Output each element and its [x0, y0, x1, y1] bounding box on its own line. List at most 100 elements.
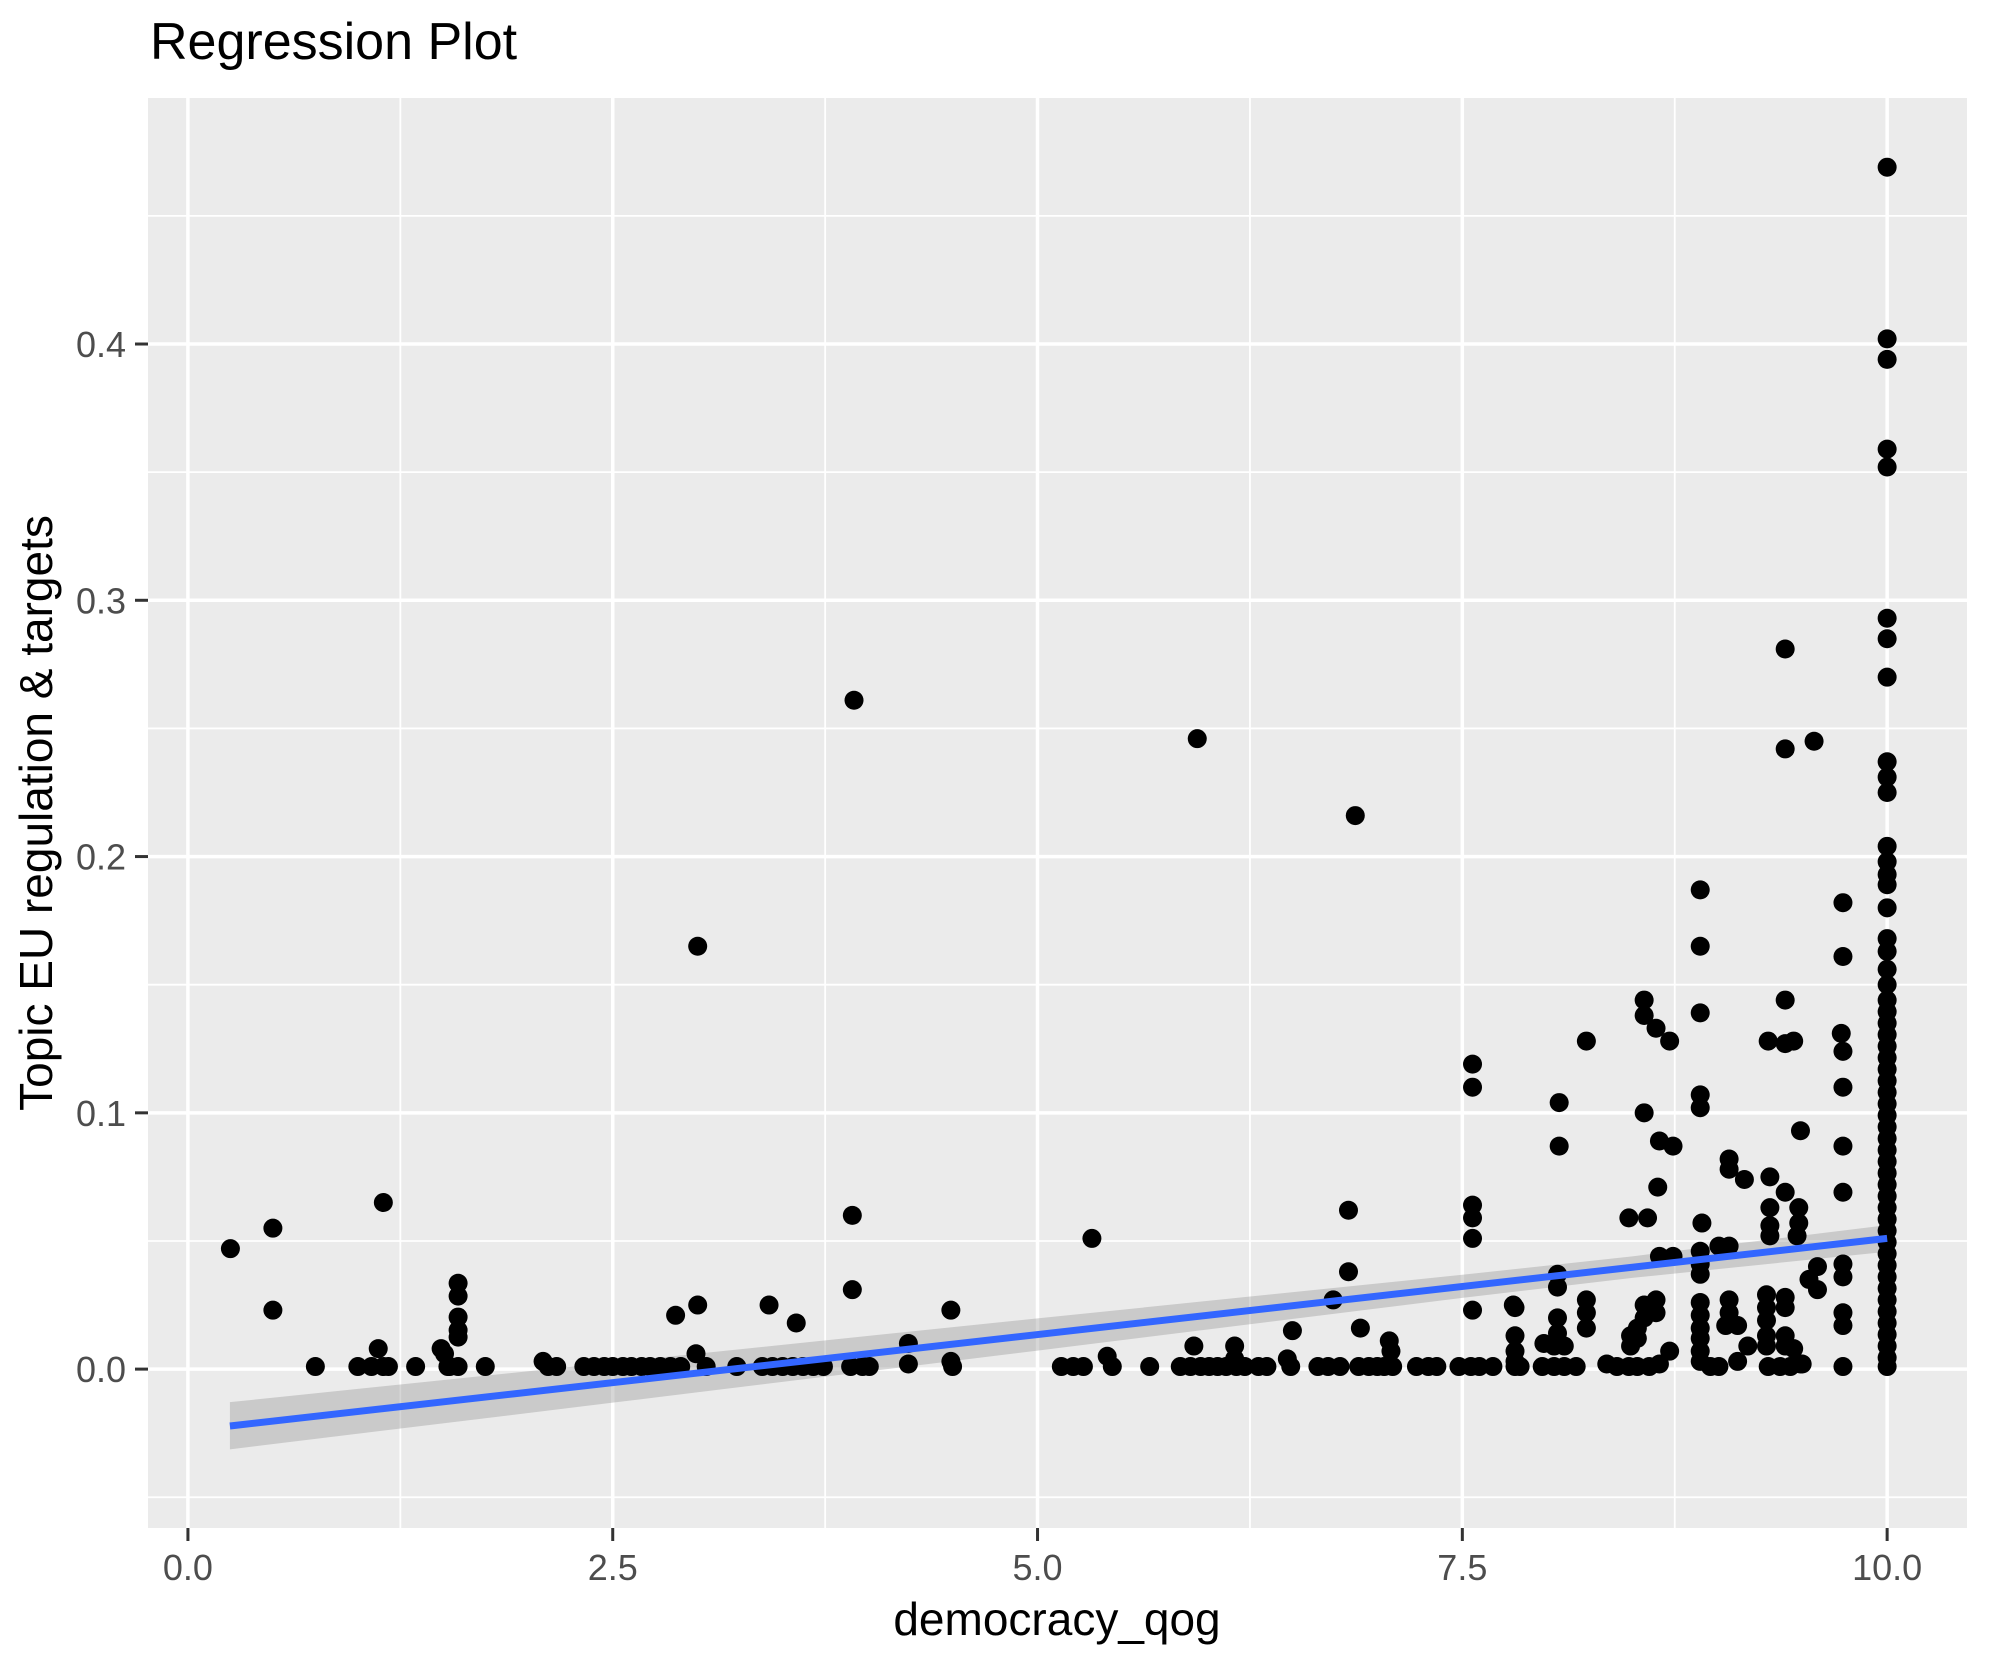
data-point	[1877, 157, 1897, 177]
data-point	[759, 1295, 779, 1315]
data-point	[1282, 1321, 1302, 1341]
data-point	[1790, 1354, 1810, 1374]
data-point	[1833, 947, 1853, 967]
data-point	[1463, 1300, 1483, 1320]
data-point	[1549, 1093, 1569, 1113]
data-point	[688, 1295, 708, 1315]
plot-title: Regression Plot	[150, 13, 518, 71]
data-point	[1877, 782, 1897, 802]
data-point	[1734, 1169, 1754, 1189]
data-point	[1649, 1354, 1669, 1374]
data-point	[1381, 1341, 1401, 1361]
data-point	[1690, 1003, 1710, 1023]
data-point	[1576, 1303, 1596, 1323]
data-point	[263, 1300, 283, 1320]
data-point	[842, 1280, 862, 1300]
data-point	[1877, 608, 1897, 628]
data-point	[1790, 1121, 1810, 1141]
data-point	[1728, 1316, 1748, 1336]
data-point	[686, 1344, 706, 1364]
data-point	[1784, 1339, 1804, 1359]
data-point	[1660, 1031, 1680, 1051]
data-point	[1463, 1228, 1483, 1248]
data-point	[263, 1218, 283, 1238]
data-point	[406, 1357, 426, 1377]
data-point	[1505, 1357, 1525, 1377]
y-tick-label: 0.3	[76, 580, 126, 621]
data-point	[448, 1307, 468, 1327]
x-tick-label: 7.5	[1437, 1547, 1487, 1588]
data-point	[348, 1357, 368, 1377]
data-point	[373, 1193, 393, 1213]
data-point	[1187, 729, 1207, 749]
data-point	[1427, 1357, 1447, 1377]
data-point	[1690, 880, 1710, 900]
data-point	[1338, 1200, 1358, 1220]
data-point	[1547, 1277, 1567, 1297]
data-point	[1709, 1357, 1729, 1377]
data-point	[1646, 1018, 1666, 1038]
data-point	[1833, 1267, 1853, 1287]
data-point	[220, 1239, 240, 1259]
data-point	[1621, 1336, 1641, 1356]
data-point	[1877, 767, 1897, 787]
data-point	[1756, 1310, 1776, 1330]
data-point	[1576, 1318, 1596, 1338]
data-point	[1483, 1357, 1503, 1377]
data-point	[305, 1357, 325, 1377]
data-point	[1877, 898, 1897, 918]
y-axis-title: Topic EU regulation & targets	[10, 515, 62, 1111]
data-point	[1877, 836, 1897, 856]
data-point	[1877, 667, 1897, 687]
data-point	[1663, 1136, 1683, 1156]
data-point	[1619, 1208, 1639, 1228]
data-point	[368, 1339, 388, 1359]
data-point	[943, 1357, 963, 1377]
data-point	[1638, 1208, 1658, 1228]
x-tick-label: 0.0	[163, 1547, 213, 1588]
data-point	[1547, 1308, 1567, 1328]
y-tick-label: 0.0	[76, 1349, 126, 1390]
y-tick-label: 0.4	[76, 324, 126, 365]
x-tick-label: 10.0	[1852, 1547, 1922, 1588]
data-point	[1877, 629, 1897, 649]
data-point	[1235, 1357, 1255, 1377]
regression-line	[229, 1234, 1888, 1430]
data-point	[1738, 1336, 1758, 1356]
data-point	[1554, 1336, 1574, 1356]
data-point	[1877, 959, 1897, 979]
data-point	[1383, 1357, 1403, 1377]
data-point	[1758, 1031, 1778, 1051]
data-point	[1775, 1182, 1795, 1202]
data-point	[1184, 1336, 1204, 1356]
data-point	[1833, 1182, 1853, 1202]
data-point	[1804, 731, 1824, 751]
data-point	[1833, 1316, 1853, 1336]
data-point	[1756, 1336, 1776, 1356]
data-point	[1877, 1357, 1897, 1377]
data-point	[1505, 1298, 1525, 1318]
data-point	[1728, 1351, 1748, 1371]
data-point	[1692, 1213, 1712, 1233]
data-point	[1760, 1226, 1780, 1246]
data-point	[1719, 1159, 1739, 1179]
data-point	[1566, 1357, 1586, 1377]
data-point	[448, 1357, 468, 1377]
data-point	[1877, 329, 1897, 349]
data-point	[1789, 1198, 1809, 1218]
x-axis-title: democracy_qog	[893, 1593, 1221, 1645]
data-point	[1833, 893, 1853, 913]
data-point	[1469, 1357, 1489, 1377]
x-tick-label: 5.0	[1013, 1547, 1063, 1588]
data-point	[1281, 1357, 1301, 1377]
data-point	[1784, 1031, 1804, 1051]
data-point	[475, 1357, 495, 1377]
data-point	[1877, 752, 1897, 772]
data-point	[1775, 1298, 1795, 1318]
data-point	[1345, 806, 1365, 826]
data-point	[1690, 1264, 1710, 1284]
data-point	[1877, 875, 1897, 895]
data-point	[1877, 349, 1897, 369]
data-point	[1634, 1005, 1654, 1025]
data-point	[688, 936, 708, 956]
